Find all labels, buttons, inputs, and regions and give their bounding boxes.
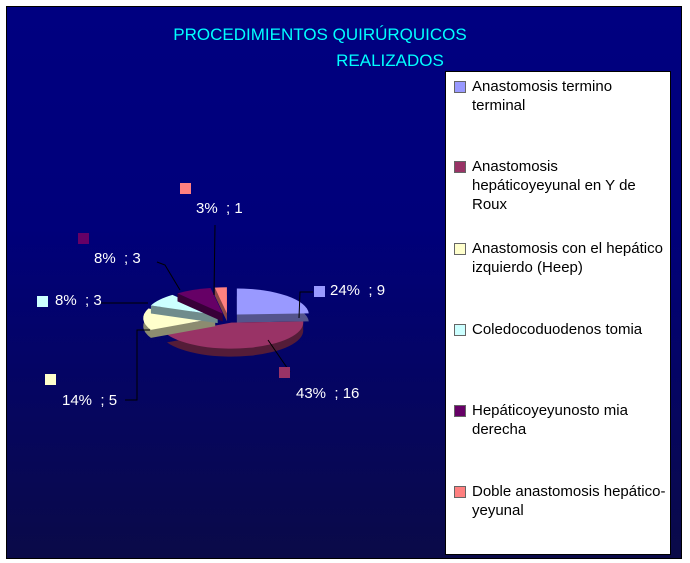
legend-swatch bbox=[454, 243, 466, 255]
label-swatch bbox=[45, 374, 56, 385]
label-swatch bbox=[279, 367, 290, 378]
legend-label: Coledocoduodenos tomia bbox=[472, 321, 643, 338]
legend-label: Anastomosis termino terminal bbox=[472, 78, 613, 114]
data-label: 8% ; 3 bbox=[94, 250, 141, 267]
slice-top bbox=[236, 288, 309, 315]
slice-top bbox=[177, 288, 223, 314]
data-label: 43% ; 16 bbox=[296, 385, 360, 402]
label-swatch bbox=[37, 296, 48, 307]
legend-item: Anastomosis hepáticoyeyunal en Y de Roux bbox=[454, 157, 667, 214]
label-swatch bbox=[314, 286, 325, 297]
legend-swatch bbox=[454, 405, 466, 417]
legend-swatch bbox=[454, 324, 466, 336]
title-line: REALIZADOS bbox=[336, 51, 444, 70]
leader-line bbox=[213, 224, 216, 296]
legend-item: Anastomosis termino terminal bbox=[454, 77, 667, 115]
data-label: 24% ; 9 bbox=[330, 282, 386, 299]
label-swatch bbox=[78, 233, 89, 244]
leader-line bbox=[125, 329, 150, 401]
legend-label: Hepáticoyeyunosto mia derecha bbox=[472, 402, 628, 438]
legend-label: Doble anastomosis hepático-yeyunal bbox=[472, 483, 666, 519]
legend: Anastomosis termino terminal Anastomosis… bbox=[445, 71, 671, 555]
title-line: PROCEDIMIENTOS QUIRÚRQUICOS bbox=[173, 25, 467, 44]
legend-swatch bbox=[454, 161, 466, 173]
legend-item: Hepáticoyeyunosto mia derecha bbox=[454, 401, 667, 439]
legend-label: Anastomosis hepáticoyeyunal en Y de Roux bbox=[472, 158, 636, 213]
chart-title: PROCEDIMIENTOS QUIRÚRQUICOS REALIZADOS bbox=[100, 22, 540, 74]
leader-line bbox=[298, 291, 313, 319]
pie-slice bbox=[214, 287, 227, 322]
legend-item: Doble anastomosis hepático-yeyunal bbox=[454, 482, 667, 520]
label-swatch bbox=[180, 183, 191, 194]
legend-label: Anastomosis con el hepático izquierdo (H… bbox=[472, 240, 663, 276]
legend-swatch bbox=[454, 486, 466, 498]
pie-slice bbox=[236, 288, 309, 323]
slice-side bbox=[150, 302, 218, 324]
data-label: 8% ; 3 bbox=[55, 292, 102, 309]
leader-line bbox=[156, 261, 181, 291]
slice-top bbox=[214, 287, 227, 314]
legend-swatch bbox=[454, 81, 466, 93]
leader-line bbox=[267, 339, 291, 373]
pie-slice bbox=[177, 288, 223, 322]
legend-item: Coledocoduodenos tomia bbox=[454, 320, 667, 339]
legend-item: Anastomosis con el hepático izquierdo (H… bbox=[454, 239, 667, 277]
data-label: 14% ; 5 bbox=[62, 392, 118, 409]
data-label: 3% ; 1 bbox=[196, 200, 243, 217]
